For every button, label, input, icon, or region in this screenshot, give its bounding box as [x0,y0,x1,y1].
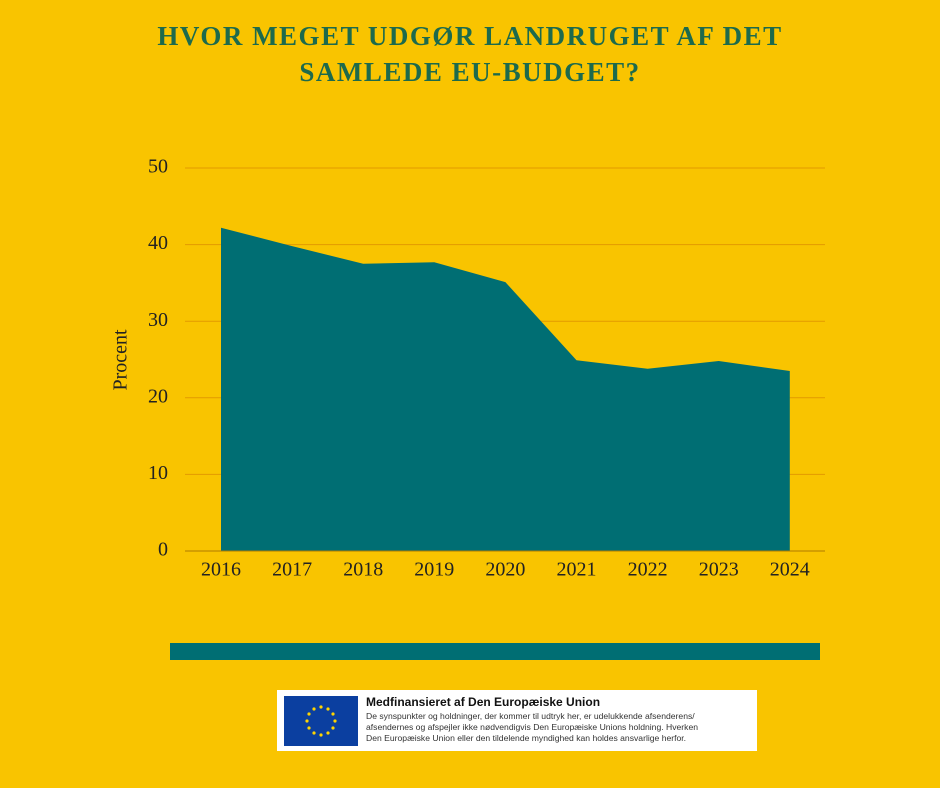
x-tick-label: 2016 [201,559,241,581]
disclaimer-line: afsendernes og afspejler ikke nødvendigv… [366,722,699,732]
disclaimer-line: Den Europæiske Union eller den tildelend… [366,733,687,743]
disclaimer-line: De synspunkter og holdninger, der kommer… [366,711,695,721]
y-tick-label: 0 [158,539,168,561]
x-tick-label: 2022 [628,559,668,581]
y-tick-label: 50 [148,156,168,178]
chart-title: HVOR MEGET UDGØR LANDRUGET AF DET SAMLED… [157,21,783,87]
eu-heading: Medfinansieret af Den Europæiske Union [366,695,601,709]
x-tick-label: 2024 [770,559,810,581]
y-tick-label: 40 [148,232,168,254]
x-tick-label: 2019 [414,559,454,581]
area [221,227,790,552]
y-tick-label: 30 [148,309,168,331]
eu-text: Medfinansieret af Den Europæiske Union D… [366,695,756,744]
eu-badge: Medfinansieret af Den Europæiske Union D… [277,690,757,751]
y-tick-label: 20 [148,385,168,407]
x-tick-label: 2023 [699,559,739,581]
eu-flag [284,696,358,746]
x-tick-label: 2018 [343,559,383,581]
x-tick-label: 2021 [557,559,597,581]
x-tick-label: 2020 [485,559,525,581]
x-tick-label: 2017 [272,559,312,581]
divider-bar [170,643,820,660]
y-tick-label: 10 [148,462,168,484]
y-axis-label: Procent [110,329,132,391]
